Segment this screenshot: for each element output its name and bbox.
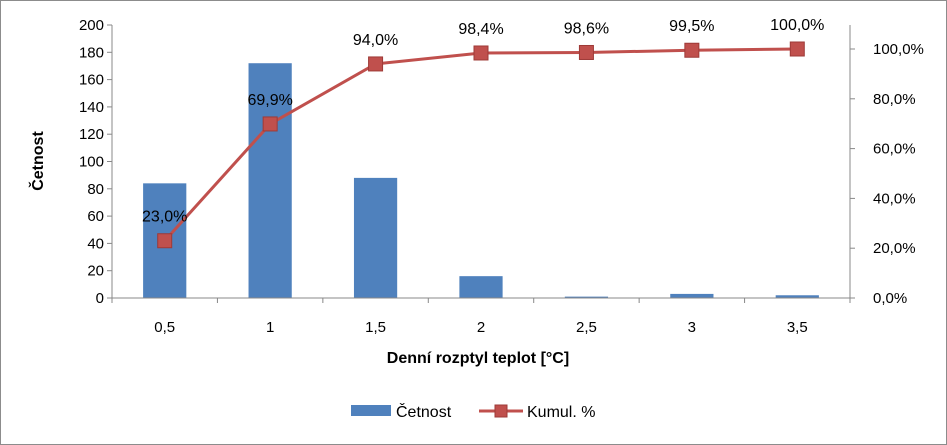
- line-marker: [578, 44, 594, 60]
- data-label: 100,0%: [770, 17, 824, 34]
- bar: [353, 177, 398, 298]
- data-label: 94,0%: [353, 32, 398, 49]
- y-tick-label: 60: [87, 208, 104, 225]
- y-axis-title: Četnost: [28, 131, 47, 191]
- x-tick-label: 1,5: [365, 319, 386, 336]
- y-tick-label: 160: [79, 72, 104, 89]
- y-tick-label: 140: [79, 99, 104, 116]
- y-tick-label: 200: [79, 17, 104, 34]
- data-label: 98,4%: [458, 21, 503, 38]
- x-tick-label: 1: [266, 319, 274, 336]
- bar: [248, 63, 292, 298]
- legend-line-label: Kumul. %: [527, 404, 595, 421]
- y-tick-label: 120: [79, 126, 104, 143]
- line-marker: [368, 56, 384, 72]
- data-label: 98,6%: [564, 20, 609, 37]
- y-tick-label: 40: [87, 235, 104, 252]
- x-axis-ticks: 0,5 1 1,5 2 2,5 3 3,5: [111, 298, 851, 336]
- line-marker: [262, 116, 278, 132]
- legend: Četnost Kumul. %: [351, 402, 595, 421]
- legend-bar-swatch: [351, 405, 391, 416]
- x-tick-label: 3,5: [787, 319, 808, 336]
- y2-tick-label: 40,0%: [873, 190, 916, 207]
- y-tick-label: 0: [96, 290, 104, 307]
- bar: [775, 295, 819, 298]
- line-marker: [789, 41, 805, 57]
- y-axis-ticks: 0 20 40 60 80 100 120 140 160 180 200: [79, 17, 112, 307]
- y2-tick-label: 0,0%: [873, 290, 907, 307]
- y2-tick-label: 80,0%: [873, 91, 916, 108]
- x-tick-label: 2,5: [576, 319, 597, 336]
- y-tick-label: 180: [79, 44, 104, 61]
- bar: [670, 293, 714, 298]
- x-tick-label: 0,5: [154, 319, 175, 336]
- y2-tick-label: 20,0%: [873, 240, 916, 257]
- bar: [564, 296, 609, 298]
- y2-axis-ticks: 0,0% 20,0% 40,0% 60,0% 80,0% 100,0%: [850, 41, 924, 307]
- data-label: 99,5%: [669, 18, 714, 35]
- legend-line-marker: [494, 404, 508, 418]
- x-axis-title: Denní rozptyl teplot [°C]: [387, 350, 569, 367]
- y-tick-label: 80: [87, 181, 104, 198]
- bar-series: [143, 63, 819, 298]
- data-labels: 23,0% 69,9% 94,0% 98,4% 98,6% 99,5% 100,0%: [142, 17, 824, 226]
- x-tick-label: 2: [477, 319, 485, 336]
- x-tick-label: 3: [688, 319, 696, 336]
- line-marker: [157, 233, 173, 249]
- data-label: 23,0%: [142, 209, 187, 226]
- bar: [459, 276, 503, 298]
- y-tick-label: 20: [87, 263, 104, 280]
- y2-tick-label: 60,0%: [873, 141, 916, 158]
- legend-bar-label: Četnost: [396, 402, 452, 421]
- data-label: 69,9%: [247, 92, 292, 109]
- y-tick-label: 100: [79, 154, 104, 171]
- axes: [111, 25, 851, 299]
- line-marker: [684, 42, 700, 58]
- line-series: [157, 41, 805, 249]
- y2-tick-label: 100,0%: [873, 41, 924, 58]
- line-marker: [473, 45, 489, 61]
